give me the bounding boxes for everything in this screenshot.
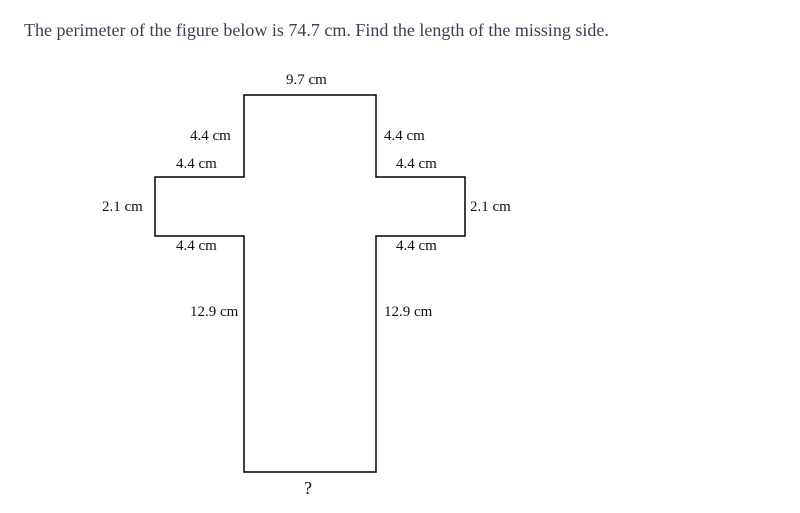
label-left-side: 2.1 cm bbox=[102, 199, 143, 216]
label-bottom-missing: ? bbox=[304, 478, 312, 499]
figure-container: 9.7 cm 4.4 cm 4.4 cm 2.1 cm 4.4 cm 12.9 … bbox=[0, 0, 800, 508]
cross-polygon bbox=[155, 95, 465, 472]
question-prompt: The perimeter of the figure below is 74.… bbox=[24, 20, 776, 41]
label-lower-left-vertical: 12.9 cm bbox=[190, 304, 238, 321]
label-top: 9.7 cm bbox=[286, 72, 327, 89]
label-right-side: 2.1 cm bbox=[470, 199, 511, 216]
label-upper-right-horizontal: 4.4 cm bbox=[396, 156, 437, 173]
label-upper-right-vertical: 4.4 cm bbox=[384, 128, 425, 145]
label-lower-left-horizontal: 4.4 cm bbox=[176, 238, 217, 255]
label-lower-right-vertical: 12.9 cm bbox=[384, 304, 432, 321]
label-upper-left-vertical: 4.4 cm bbox=[190, 128, 231, 145]
label-upper-left-horizontal: 4.4 cm bbox=[176, 156, 217, 173]
label-lower-right-horizontal: 4.4 cm bbox=[396, 238, 437, 255]
polygon-svg bbox=[0, 0, 800, 508]
